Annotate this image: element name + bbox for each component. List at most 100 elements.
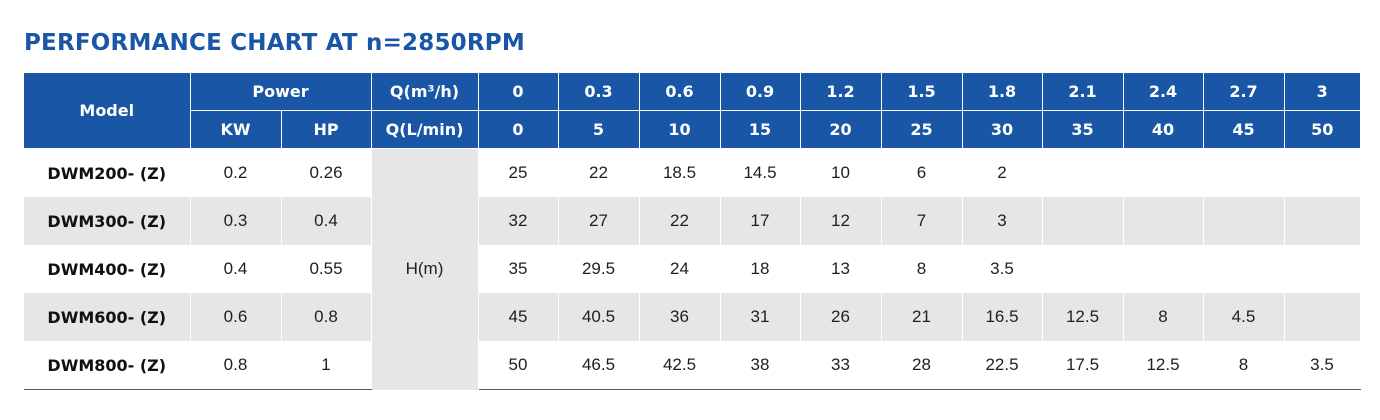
head-cell bbox=[1042, 197, 1124, 245]
head-cell: 2 bbox=[962, 148, 1043, 197]
head-cell: 12.5 bbox=[1123, 341, 1204, 390]
head-cell: 22 bbox=[558, 148, 640, 197]
head-cell: 50 bbox=[478, 341, 559, 390]
head-cell: 7 bbox=[881, 197, 963, 245]
header-flow-lmin: 35 bbox=[1042, 110, 1124, 149]
head-cell: 31 bbox=[720, 293, 801, 341]
head-cell: 26 bbox=[800, 293, 882, 341]
head-cell: 6 bbox=[881, 148, 963, 197]
header-flow-lmin: 15 bbox=[720, 110, 801, 149]
head-cell: 13 bbox=[800, 245, 882, 293]
head-cell: 25 bbox=[478, 148, 559, 197]
header-kw: KW bbox=[190, 110, 282, 149]
header-flow-m3h: 1.2 bbox=[800, 73, 882, 111]
header-q-lmin: Q(L/min) bbox=[371, 110, 479, 149]
head-cell bbox=[1284, 148, 1361, 197]
hp-cell: 0.4 bbox=[281, 197, 372, 245]
header-model: Model bbox=[24, 73, 191, 149]
header-flow-m3h: 0.9 bbox=[720, 73, 801, 111]
head-cell: 38 bbox=[720, 341, 801, 390]
head-cell: 17 bbox=[720, 197, 801, 245]
head-cell bbox=[1042, 245, 1124, 293]
header-flow-lmin: 5 bbox=[558, 110, 640, 149]
head-cell bbox=[1123, 148, 1204, 197]
table-row: DWM800- (Z) 0.8 1 50 46.5 42.5 38 33 28 … bbox=[24, 341, 1361, 390]
kw-cell: 0.4 bbox=[190, 245, 282, 293]
head-cell: 3.5 bbox=[1284, 341, 1361, 390]
header-flow-m3h: 2.4 bbox=[1123, 73, 1204, 111]
head-cell: 18 bbox=[720, 245, 801, 293]
header-flow-m3h: 1.5 bbox=[881, 73, 963, 111]
head-cell: 14.5 bbox=[720, 148, 801, 197]
head-cell: 27 bbox=[558, 197, 640, 245]
header-flow-lmin: 40 bbox=[1123, 110, 1204, 149]
hp-cell: 0.55 bbox=[281, 245, 372, 293]
head-cell: 33 bbox=[800, 341, 882, 390]
header-flow-lmin: 30 bbox=[962, 110, 1043, 149]
kw-cell: 0.6 bbox=[190, 293, 282, 341]
header-flow-m3h: 0.6 bbox=[639, 73, 721, 111]
header-power: Power bbox=[190, 73, 372, 111]
page-title: PERFORMANCE CHART AT n=2850RPM bbox=[24, 30, 525, 56]
header-row-flow-m3h: Model Power Q(m³/h) 0 0.3 0.6 0.9 1.2 1.… bbox=[24, 73, 1360, 149]
head-cell bbox=[1284, 197, 1361, 245]
table-row: DWM200- (Z) 0.2 0.26 H(m) 25 22 18.5 14.… bbox=[24, 148, 1361, 390]
head-cell bbox=[1203, 148, 1285, 197]
head-cell: 3.5 bbox=[962, 245, 1043, 293]
head-cell: 18.5 bbox=[639, 148, 721, 197]
head-cell: 8 bbox=[1123, 293, 1204, 341]
header-flow-m3h: 3 bbox=[1284, 73, 1360, 111]
hp-cell: 0.26 bbox=[281, 148, 372, 197]
model-cell: DWM300- (Z) bbox=[24, 197, 191, 245]
head-cell: 22.5 bbox=[962, 341, 1043, 390]
head-cell bbox=[1203, 197, 1285, 245]
header-flow-lmin: 45 bbox=[1203, 110, 1285, 149]
header-row-flow-lmin: KW HP Q(L/min) 0 5 10 15 20 25 30 35 40 … bbox=[24, 110, 1360, 149]
model-cell: DWM800- (Z) bbox=[24, 341, 191, 390]
header-hp: HP bbox=[281, 110, 372, 149]
header-flow-lmin: 0 bbox=[478, 110, 559, 149]
head-cell: 36 bbox=[639, 293, 721, 341]
table-row: DWM300- (Z) 0.3 0.4 32 27 22 17 12 7 3 bbox=[24, 197, 1361, 245]
head-cell: 4.5 bbox=[1203, 293, 1285, 341]
table-row: DWM600- (Z) 0.6 0.8 45 40.5 36 31 26 21 … bbox=[24, 293, 1361, 341]
head-cell bbox=[1123, 245, 1204, 293]
head-cell: 8 bbox=[881, 245, 963, 293]
header-flow-m3h: 2.7 bbox=[1203, 73, 1285, 111]
head-cell: 42.5 bbox=[639, 341, 721, 390]
head-cell: 12 bbox=[800, 197, 882, 245]
hp-cell: 1 bbox=[281, 341, 372, 390]
model-cell: DWM200- (Z) bbox=[24, 148, 191, 197]
head-cell: 24 bbox=[639, 245, 721, 293]
kw-cell: 0.8 bbox=[190, 341, 282, 390]
head-cell: 32 bbox=[478, 197, 559, 245]
head-cell: 28 bbox=[881, 341, 963, 390]
header-flow-lmin: 10 bbox=[639, 110, 721, 149]
head-cell: 29.5 bbox=[558, 245, 640, 293]
hp-cell: 0.8 bbox=[281, 293, 372, 341]
kw-cell: 0.2 bbox=[190, 148, 282, 197]
head-cell bbox=[1042, 148, 1124, 197]
header-flow-m3h: 1.8 bbox=[962, 73, 1043, 111]
head-cell: 8 bbox=[1203, 341, 1285, 390]
header-flow-m3h: 0 bbox=[478, 73, 559, 111]
head-cell: 12.5 bbox=[1042, 293, 1124, 341]
head-label-cell: H(m) bbox=[371, 148, 479, 390]
head-cell bbox=[1284, 293, 1361, 341]
header-flow-lmin: 50 bbox=[1284, 110, 1360, 149]
header-flow-m3h: 2.1 bbox=[1042, 73, 1124, 111]
kw-cell: 0.3 bbox=[190, 197, 282, 245]
head-cell bbox=[1284, 245, 1361, 293]
head-cell: 46.5 bbox=[558, 341, 640, 390]
head-cell bbox=[1203, 245, 1285, 293]
model-cell: DWM600- (Z) bbox=[24, 293, 191, 341]
head-cell: 40.5 bbox=[558, 293, 640, 341]
head-cell: 17.5 bbox=[1042, 341, 1124, 390]
head-cell: 3 bbox=[962, 197, 1043, 245]
header-q-m3h: Q(m³/h) bbox=[371, 73, 479, 111]
model-cell: DWM400- (Z) bbox=[24, 245, 191, 293]
head-cell: 35 bbox=[478, 245, 559, 293]
head-cell bbox=[1123, 197, 1204, 245]
header-flow-lmin: 20 bbox=[800, 110, 882, 149]
head-cell: 10 bbox=[800, 148, 882, 197]
